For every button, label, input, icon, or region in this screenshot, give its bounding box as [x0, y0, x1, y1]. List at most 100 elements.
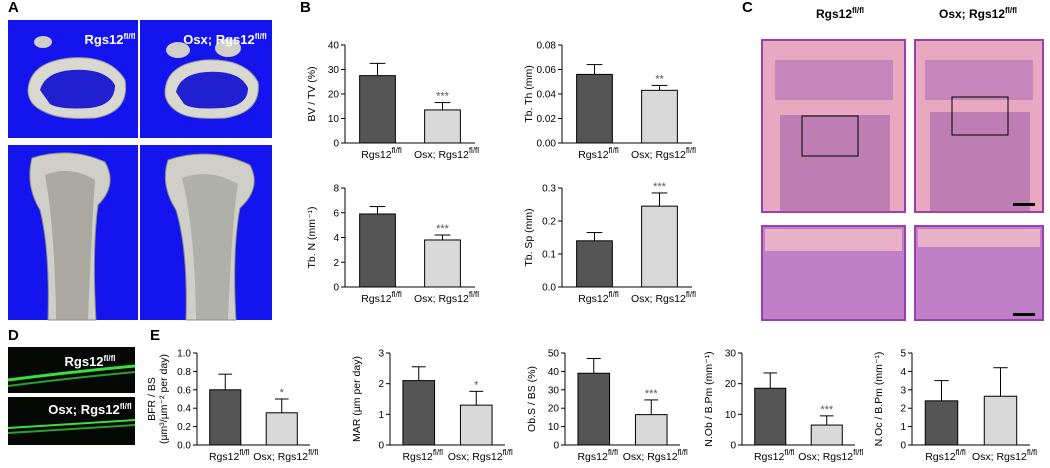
bar: [424, 109, 461, 144]
y-tick-label: 0: [333, 139, 339, 150]
y-tick-label: 4: [900, 367, 906, 378]
y-tick-label: 0.02: [537, 114, 557, 125]
y-tick-label: 10: [548, 422, 560, 433]
y-tick-label: 0.04: [537, 90, 557, 101]
y-tick-label: 0.8: [177, 367, 191, 378]
bar: [576, 73, 613, 144]
bone-fragment: [215, 39, 241, 57]
x-tick-label-sup: fl/fl: [609, 146, 619, 155]
y-axis-label: (µm³/µm⁻² per day): [158, 354, 170, 444]
bar: [459, 404, 493, 446]
trabecular-bone: [182, 174, 238, 320]
zoom-box: [801, 115, 859, 157]
y-tick-label: 50: [548, 349, 560, 360]
y-tick-label: 0: [333, 283, 339, 294]
y-tick-label: 0: [553, 441, 559, 452]
y-tick-label: 2: [900, 404, 906, 415]
x-tick-label: Rgs12fl/fl: [578, 146, 619, 161]
y-tick-label: 0.2: [177, 422, 191, 433]
image-label-base: Osx; Rgs12: [939, 7, 1005, 21]
bar: [634, 414, 668, 446]
panel-letter: D: [8, 327, 19, 344]
image-label-base: Rgs12: [816, 7, 852, 21]
y-tick-label: 0.4: [177, 404, 191, 415]
y-tick-label: 20: [328, 90, 340, 101]
panel-letter: A: [8, 0, 19, 16]
x-tick-label-sup: fl/fl: [853, 448, 863, 457]
femur: [164, 153, 255, 321]
y-axis-label: N.Ob / B.Pm (mm⁻¹): [703, 351, 715, 446]
y-tick-label: 40: [548, 367, 560, 378]
bar: [359, 213, 396, 288]
x-tick-label-base: Osx; Rgs12: [253, 451, 308, 463]
trabecular-region: [930, 112, 1030, 212]
x-tick-label-base: Osx; Rgs12: [623, 451, 678, 463]
significance-label: **: [655, 73, 664, 85]
bar: [641, 205, 678, 288]
image-label-sup: fl/fl: [124, 32, 136, 41]
x-tick-label-sup: fl/fl: [392, 290, 402, 299]
bone-fragment: [34, 36, 52, 48]
x-tick-label-sup: fl/fl: [433, 448, 443, 457]
label-line: [7, 424, 136, 434]
image-label: Rgs12fl/fl: [64, 354, 115, 369]
x-tick-label-base: Rgs12: [925, 451, 956, 463]
label-line: [7, 364, 136, 382]
bone-fragment: [166, 42, 190, 58]
y-tick-label: 10: [328, 114, 340, 125]
x-tick-label-sup: fl/fl: [1027, 448, 1037, 457]
significance-label: ***: [820, 404, 834, 416]
x-tick-label-sup: fl/fl: [469, 290, 479, 299]
label-line: [7, 419, 136, 429]
panel-letter: E: [150, 327, 160, 344]
x-tick-label-sup: fl/fl: [469, 146, 479, 155]
bar: [576, 240, 613, 288]
image-label-base: Rgs12: [64, 354, 103, 369]
x-tick-label-sup: fl/fl: [503, 448, 513, 457]
y-tick-label: 20: [725, 379, 737, 390]
x-tick-label-base: Rgs12: [361, 149, 392, 161]
significance-label: ***: [436, 91, 450, 103]
x-tick-label-base: Rgs12: [578, 149, 609, 161]
x-tick-label-base: Osx; Rgs12: [414, 149, 469, 161]
label-line: [7, 371, 136, 387]
image-label-sup: fl/fl: [120, 402, 132, 411]
y-axis-label: BV / TV (%): [306, 66, 318, 121]
x-tick-label-sup: fl/fl: [609, 290, 619, 299]
y-tick-label: 1.0: [177, 349, 191, 360]
trabecular-bone: [45, 171, 95, 320]
y-tick-label: 0.00: [537, 139, 557, 150]
x-tick-label: Osx; Rgs12fl/fl: [448, 448, 513, 463]
y-tick-label: 0.6: [177, 385, 191, 396]
y-tick-label: 20: [548, 404, 560, 415]
bar: [983, 395, 1018, 446]
x-tick-label-sup: fl/fl: [608, 448, 618, 457]
y-tick-label: 3: [378, 349, 384, 360]
x-tick-label-base: Osx; Rgs12: [631, 293, 686, 305]
bar: [754, 387, 787, 446]
x-tick-label: Rgs12fl/fl: [577, 448, 618, 463]
x-tick-label: Osx; Rgs12fl/fl: [798, 448, 863, 463]
bone-cavity: [176, 71, 248, 109]
y-axis-label: Ob.S / BS (%): [526, 366, 538, 432]
y-tick-label: 5: [900, 349, 906, 360]
y-tick-label: 4: [333, 233, 339, 244]
x-tick-label-sup: fl/fl: [678, 448, 688, 457]
bar: [402, 380, 436, 446]
y-tick-label: 2: [378, 379, 384, 390]
image-label-base: Osx; Rgs12: [183, 32, 255, 47]
x-tick-label-sup: fl/fl: [239, 448, 249, 457]
scale-bar: [1013, 203, 1035, 206]
x-tick-label: Rgs12fl/fl: [578, 290, 619, 305]
y-tick-label: 1: [900, 422, 906, 433]
significance-label: *: [280, 387, 285, 399]
bar: [424, 239, 461, 288]
image-label-sup: fl/fl: [255, 32, 267, 41]
y-tick-label: 0: [378, 441, 384, 452]
x-tick-label: Osx; Rgs12fl/fl: [253, 448, 318, 463]
x-tick-label-base: Rgs12: [754, 451, 785, 463]
growth-plate: [925, 60, 1033, 100]
bar: [577, 372, 611, 446]
y-tick-label: 2: [333, 258, 339, 269]
